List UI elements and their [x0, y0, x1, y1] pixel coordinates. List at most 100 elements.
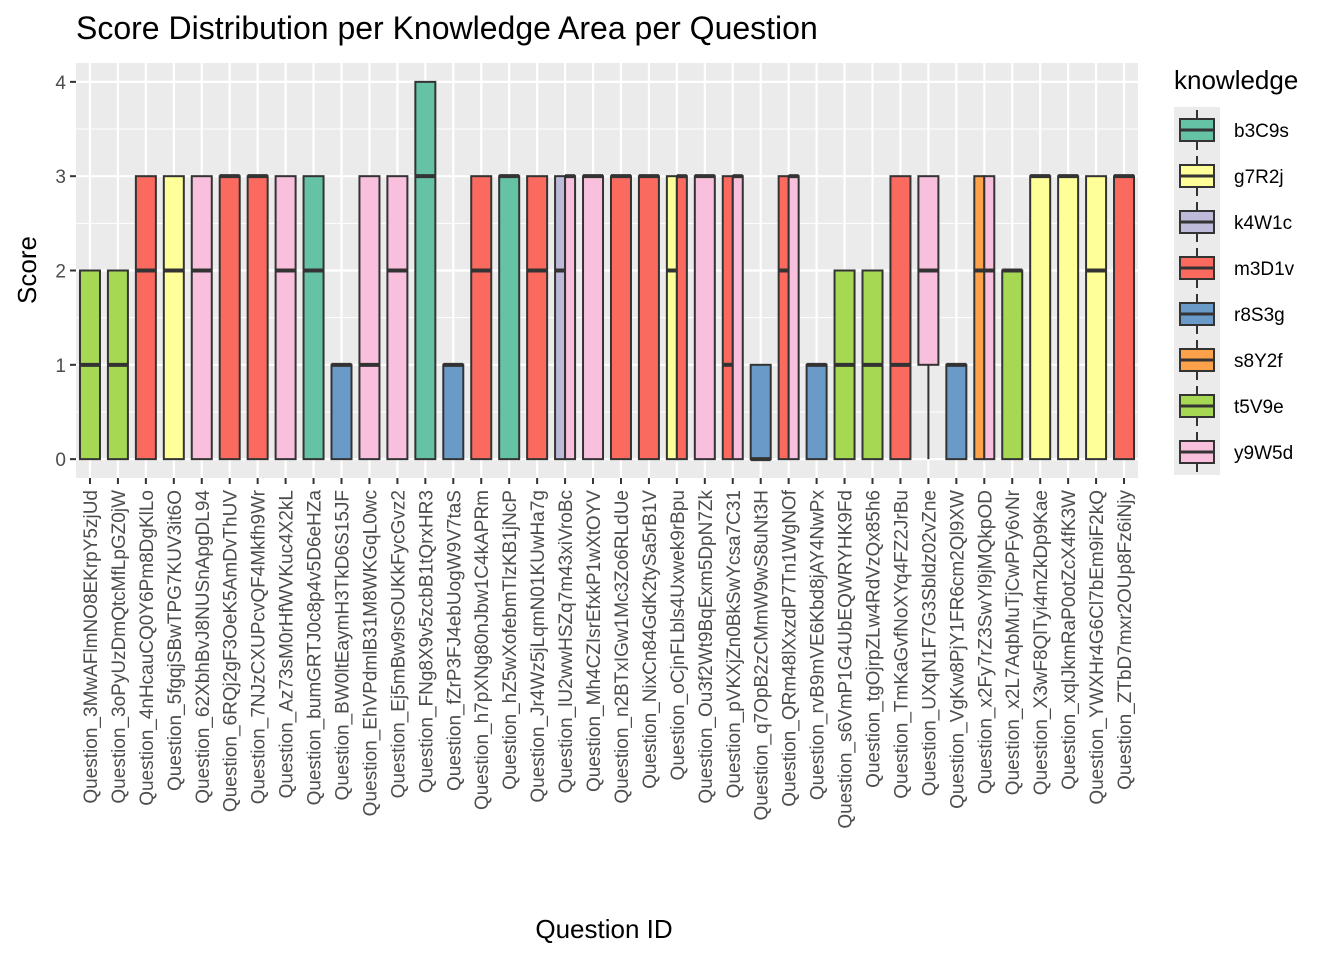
x-tick-label: Question_ZTbD7mxr2OUp8Fz6iNjy: [1115, 490, 1136, 790]
box-rect: [554, 175, 567, 461]
chart-title: Score Distribution per Knowledge Area pe…: [76, 10, 818, 46]
box-rect: [134, 175, 157, 461]
x-tick-label: Question_UXqN1F7G3Sbldz02vZne: [919, 490, 940, 796]
x-tick-label: Question_s6VmP1G4UbEQWRYHK9Fd: [836, 490, 857, 829]
x-tick-label: Question_n2BTxIGw1Mc3Zo6RLdUe: [612, 490, 633, 804]
x-tick-label: Question_oCjnFLbls4Uxwek9rBpu: [668, 490, 689, 780]
box-rect: [675, 175, 688, 461]
x-tick-label: Question_Ej5mBw9rsOUKkFycGvz2: [388, 490, 409, 798]
box-k4W1c: [554, 175, 567, 461]
legend-item-m3D1v: m3D1v: [1174, 245, 1295, 291]
x-tick-label: Question_h7pXNg80nJbw1C4kAPRm: [472, 490, 493, 810]
x-tick-label: Question_hZ5wXofebmTlzKB1jNcP: [500, 490, 521, 790]
box-r8S3g: [330, 362, 353, 461]
box-rect: [302, 175, 325, 461]
box-rect: [787, 175, 800, 461]
box-rect: [526, 175, 549, 461]
box-rect: [973, 175, 986, 461]
box-rect: [945, 363, 968, 461]
legend-item-y9W5d: y9W5d: [1174, 429, 1293, 475]
x-tick-label: Question_4nHcauCQ0Y6Pm8DgKlLo: [137, 490, 158, 806]
box-t5V9e: [861, 269, 884, 461]
box-y9W5d: [983, 175, 996, 461]
box-m3D1v: [609, 174, 632, 461]
x-tick-label: Question_62XbhBvJ8NUSnApgDL94: [193, 490, 214, 804]
box-g7R2j: [1057, 174, 1080, 461]
y-tick-label: 2: [55, 262, 66, 283]
x-tick-label: Question_Ou3f2Wt9BqExm5DpN7Zk: [696, 490, 717, 804]
box-rect: [805, 363, 828, 461]
box-rect: [162, 175, 185, 461]
x-tick-label: Question_Jr4Wz5jLqmN01KUwHa7g: [528, 490, 549, 803]
legend-item-g7R2j: g7R2j: [1174, 153, 1284, 199]
x-tick-label: Question_lU2wwHSZq7m43xiVroBc: [556, 490, 577, 793]
box-r8S3g: [442, 362, 465, 461]
y-axis: 0 1 2 3 4: [55, 73, 76, 471]
box-rect: [246, 175, 269, 461]
x-tick-label: Question_Az73sM0rHfWVKuc4X2kL: [277, 490, 298, 798]
x-tick-label: Question_tgOjrpZLw4RdVzQx85h6: [864, 490, 885, 788]
box-t5V9e: [106, 269, 129, 461]
y-tick-label: 1: [55, 356, 66, 377]
box-rect: [218, 175, 241, 461]
x-tick-label: Question_5fgqjSBwTPG7KUV3it6O: [165, 490, 186, 791]
y-tick-label: 3: [55, 167, 66, 188]
x-tick-label: Question_fZrP3FJ4ebUogW9V7taS: [444, 490, 465, 791]
box-g7R2j: [162, 175, 185, 461]
box-m3D1v: [637, 174, 660, 461]
legend-item-r8S3g: r8S3g: [1174, 291, 1285, 337]
x-tick-label: Question_pVKXjZn0BkSwYcsa7C31: [724, 490, 745, 798]
x-tick-label: Question_FNg8X9v5zcbB1tQrxHR3: [416, 490, 437, 793]
box-rect: [498, 175, 521, 461]
x-tick-label: Question_QRm48lXxzdP7Tn1WgNOf: [780, 489, 801, 807]
legend-item-k4W1c: k4W1c: [1174, 199, 1292, 245]
legend: knowledge b3C9s g7R2j k4W1c m3D1v r8S3g s8Y2f…: [1174, 65, 1298, 475]
x-tick-label: Question_x2Fy7rZ3SwYl9jMQkpOD: [975, 490, 996, 794]
box-rect: [1001, 269, 1024, 461]
box-b3C9s: [302, 175, 325, 461]
x-tick-label: Question_TmKaGvfNoXYq4FZ2JrBu: [891, 490, 912, 799]
box-y9W5d: [787, 174, 800, 461]
box-m3D1v: [889, 175, 912, 461]
box-rect: [330, 363, 353, 461]
legend-item-t5V9e: t5V9e: [1174, 383, 1284, 429]
box-m3D1v: [526, 175, 549, 461]
box-r8S3g: [805, 362, 828, 461]
x-tick-label: Question_Mh4CZIsrEfxkP1wXtOYV: [584, 490, 605, 792]
box-m3D1v: [246, 174, 269, 461]
box-g7R2j: [1029, 174, 1052, 461]
box-rect: [609, 175, 632, 461]
y-tick-label: 0: [55, 450, 66, 471]
box-rect: [414, 80, 437, 461]
x-tick-label: Question_x2L7AqbMuTjCwPFy6vNr: [1003, 489, 1024, 795]
box-y9W5d: [917, 175, 940, 460]
box-rect: [358, 175, 381, 461]
x-tick-label: Question_NixCn84GdK2tySa5rB1V: [640, 490, 661, 789]
box-m3D1v: [777, 175, 790, 461]
x-tick-label: Question_BW0ltEaymH3TkD6S15JF: [333, 490, 354, 800]
box-y9W5d: [693, 174, 716, 461]
box-m3D1v: [470, 175, 493, 461]
x-axis-title: Question ID: [535, 914, 672, 944]
box-t5V9e: [833, 269, 856, 461]
box-b3C9s: [414, 80, 437, 461]
box-rect: [1029, 175, 1052, 461]
box-layer: [78, 80, 1136, 462]
box-rect: [889, 175, 912, 461]
box-rect: [637, 175, 660, 461]
box-y9W5d: [582, 174, 605, 461]
box-rect: [442, 363, 465, 461]
x-axis: Question_3MwAFlmNO8EKrpY5zjUd Question_3o…: [81, 478, 1136, 829]
box-g7R2j: [1085, 175, 1108, 461]
x-tick-label: Question_7NJzCXUPcvQF4Mkfh9Wr: [249, 489, 270, 804]
x-tick-label: Question_3oPyUzDmQtcMfLpGZ0jW: [109, 490, 130, 804]
box-m3D1v: [218, 174, 241, 461]
box-rect: [274, 175, 297, 461]
legend-items: b3C9s g7R2j k4W1c m3D1v r8S3g s8Y2f t5V9e y9W5d: [1174, 107, 1295, 475]
legend-label: k4W1c: [1234, 213, 1292, 234]
box-y9W5d: [564, 174, 577, 461]
x-tick-label: Question_rvB9mVE6Kbd8jAY4NwPx: [808, 490, 829, 801]
box-r8S3g: [749, 363, 772, 462]
legend-item-s8Y2f: s8Y2f: [1174, 337, 1283, 383]
